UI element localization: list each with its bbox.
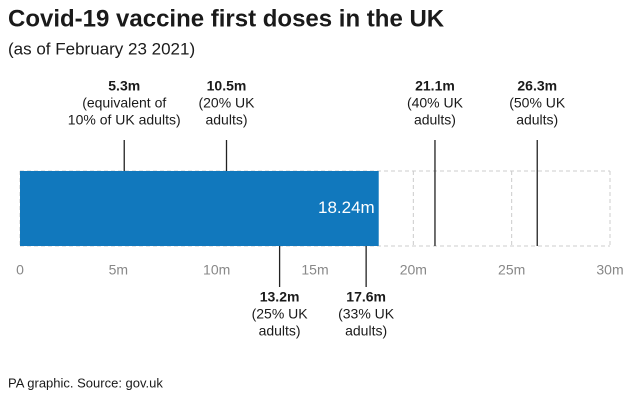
annotation-text: (50% UK (509, 95, 566, 111)
x-tick-label: 30m (596, 262, 623, 278)
x-tick-label: 10m (203, 262, 230, 278)
x-tick-label: 0 (16, 262, 24, 278)
annotation-label: 26.3m (517, 78, 557, 94)
annotation-text: 10% of UK adults) (68, 112, 181, 128)
bar (20, 171, 379, 246)
annotation-text: (20% UK (198, 95, 255, 111)
source: PA graphic. Source: gov.uk (8, 375, 163, 390)
chart-title: Covid-19 vaccine first doses in the UK (8, 5, 445, 32)
annotation-text: adults) (345, 323, 387, 339)
annotation-text: adults) (516, 112, 558, 128)
x-tick-label: 5m (109, 262, 128, 278)
annotation-text: adults) (205, 112, 247, 128)
annotation-label: 17.6m (346, 289, 386, 305)
annotation-label: 21.1m (415, 78, 455, 94)
x-tick-label: 25m (498, 262, 525, 278)
x-tick-label: 20m (400, 262, 427, 278)
annotation-text: adults) (414, 112, 456, 128)
annotation-text: adults) (259, 323, 301, 339)
annotation-label: 10.5m (207, 78, 247, 94)
annotation-text: (25% UK (252, 306, 309, 322)
annotation-text: (40% UK (407, 95, 464, 111)
x-tick-label: 15m (301, 262, 328, 278)
annotation-label: 13.2m (260, 289, 300, 305)
annotation-text: (equivalent of (82, 95, 166, 111)
annotation-label: 5.3m (108, 78, 140, 94)
chart-subtitle: (as of February 23 2021) (8, 39, 195, 58)
value-label: 18.24m (318, 198, 375, 217)
annotation-text: (33% UK (338, 306, 395, 322)
